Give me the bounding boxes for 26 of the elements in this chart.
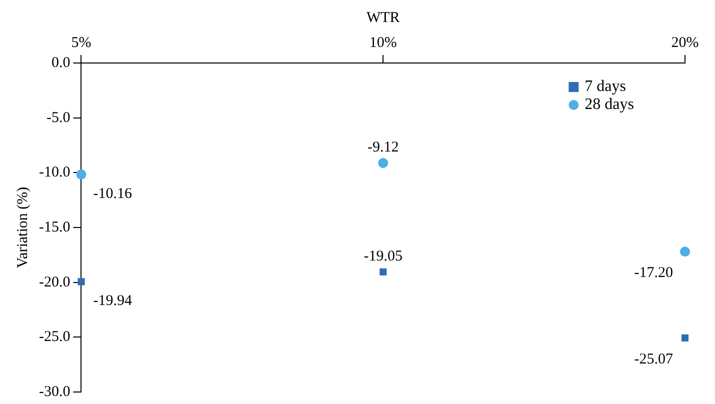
point	[380, 268, 387, 276]
x-tick-label: 10%	[369, 34, 397, 51]
y-tick-label: -15.0	[38, 219, 70, 236]
data-label: -9.12	[368, 139, 399, 156]
data-label: -19.05	[364, 248, 402, 264]
y-tick-label: -20.0	[38, 274, 70, 290]
legend-label: 28 days	[584, 96, 634, 114]
point	[680, 246, 690, 257]
point	[681, 334, 689, 342]
y-tick-label: -30.0	[38, 384, 70, 400]
y-tick-label: -10.0	[38, 164, 70, 181]
y-axis-title: Variation (%)	[14, 186, 31, 268]
y-tick-label: 0.0	[51, 54, 70, 71]
data-label: -17.20	[634, 265, 673, 282]
point	[378, 158, 388, 168]
x-axis-title: WTR	[366, 10, 400, 26]
legend-label: 7 days	[584, 78, 626, 96]
point	[76, 169, 86, 180]
point	[78, 278, 85, 286]
x-tick-label: 20%	[671, 34, 699, 51]
data-label: -10.16	[93, 186, 132, 202]
data-label: -19.94	[93, 293, 132, 310]
x-tick-label: 5%	[71, 34, 92, 51]
data-label: -25.07	[634, 351, 674, 368]
y-tick-label: -25.0	[38, 329, 70, 346]
y-tick-label: -5.0	[46, 110, 70, 126]
